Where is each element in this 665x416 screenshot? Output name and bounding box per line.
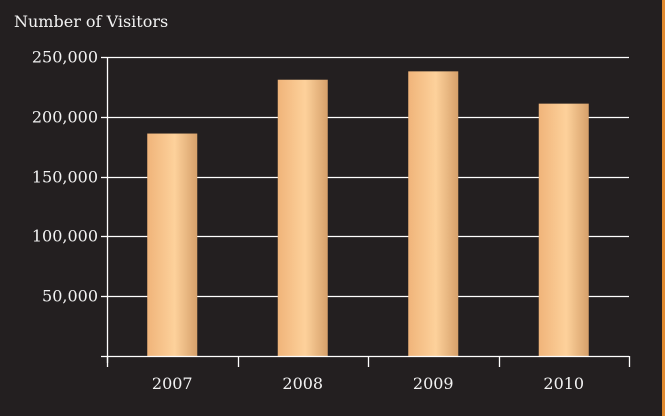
y-tick-label-100000: 100,000 (32, 227, 98, 246)
accent-strip (662, 0, 665, 416)
y-tick-label-250000: 250,000 (32, 48, 98, 67)
bar-2010 (538, 103, 589, 356)
bar-2008 (277, 79, 328, 356)
axes (101, 56, 631, 367)
tick-labels: 50,000 100,000 150,000 200,000 250,000 2007 20… (32, 48, 584, 394)
x-tick-label-2008: 2008 (282, 374, 323, 393)
y-tick-label-150000: 150,000 (32, 168, 98, 187)
x-tick-label-2007: 2007 (152, 374, 193, 393)
bars (147, 71, 589, 357)
y-axis-title: Number of Visitors (14, 12, 168, 31)
y-tick-label-50000: 50,000 (42, 287, 98, 306)
y-tick-label-200000: 200,000 (32, 108, 98, 127)
x-tick-label-2009: 2009 (413, 374, 454, 393)
bar-2007 (147, 133, 198, 356)
x-tick-label-2010: 2010 (543, 374, 584, 393)
bar-2009 (408, 71, 459, 357)
